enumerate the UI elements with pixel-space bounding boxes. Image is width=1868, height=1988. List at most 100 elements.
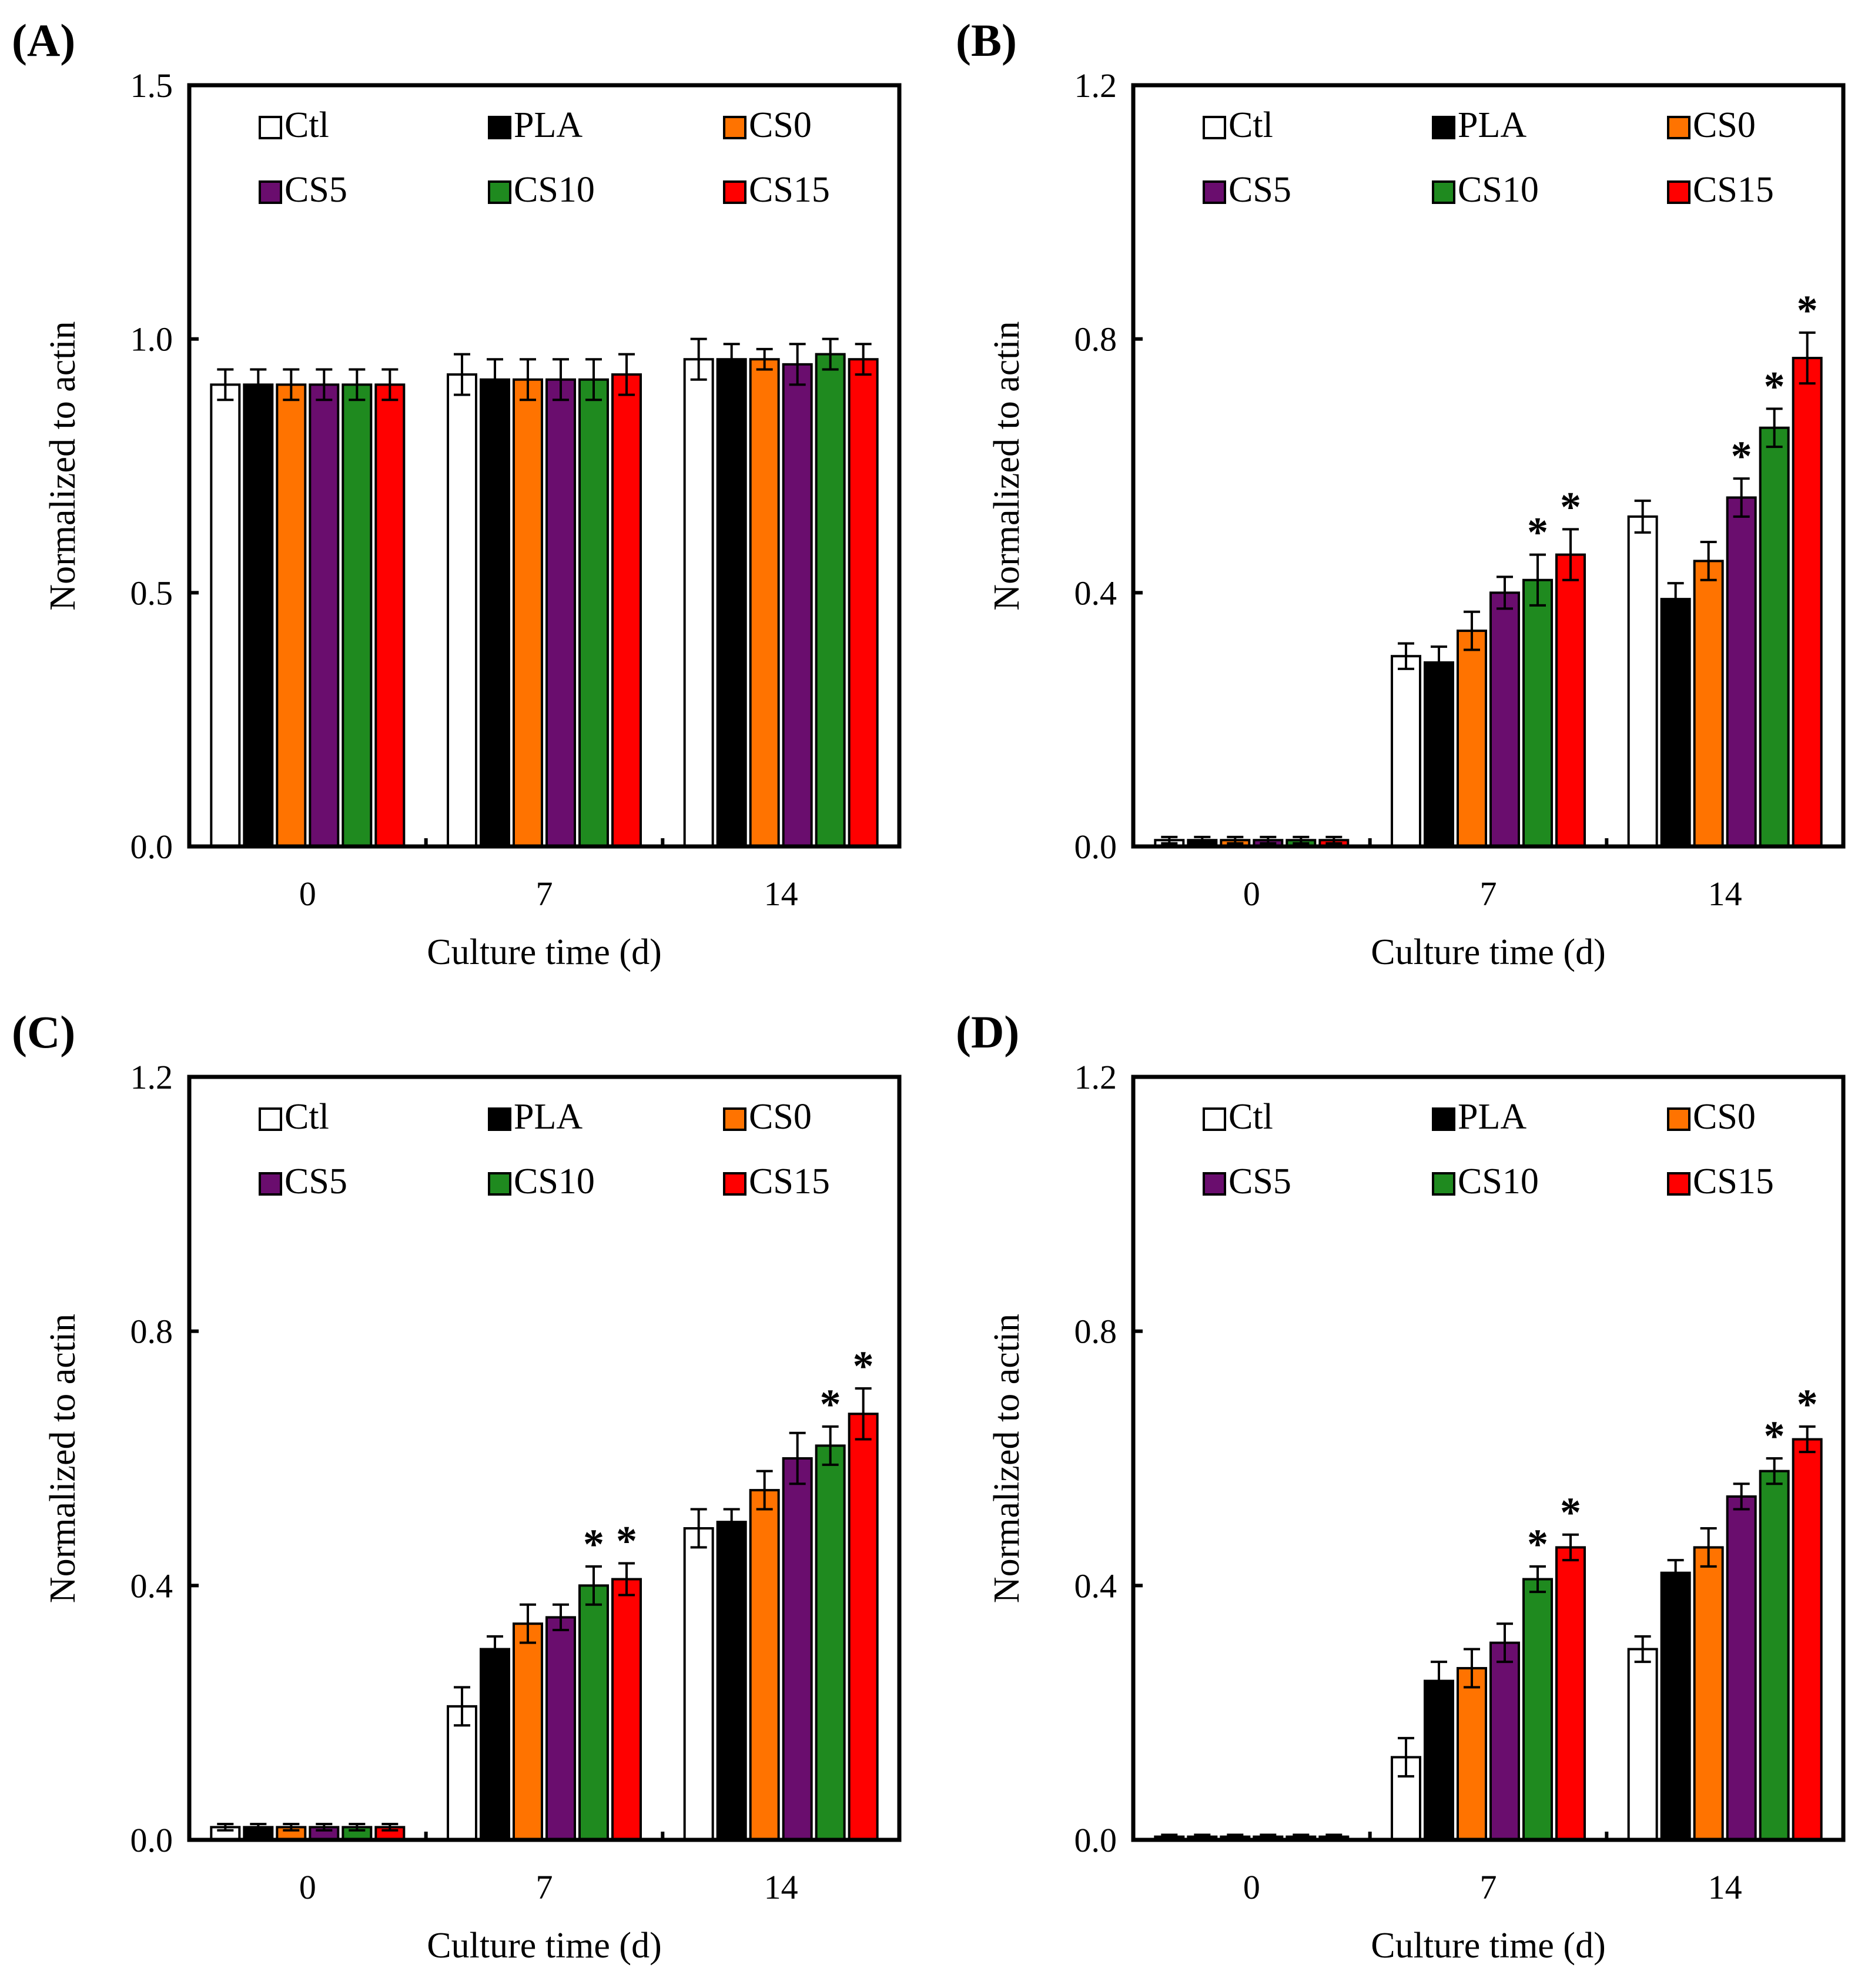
bar-PLA-day-14 <box>1660 598 1691 848</box>
legend-label-CS10: CS10 <box>1458 170 1539 210</box>
x-tick-label: 7 <box>1480 1868 1497 1906</box>
bar-PLA-day-7 <box>480 1648 510 1841</box>
bar-PLA-day-7 <box>1424 661 1454 848</box>
bar-CS15-day-7 <box>1555 553 1586 848</box>
y-tick-label: 0.0 <box>1074 1821 1117 1859</box>
chart-panel-1: (A) 0 7 14 0.0 0.5 1.0 1.5 Culture time (d) Norma… <box>12 15 902 972</box>
bar-CS15-day-14 <box>848 358 879 848</box>
y-tick-label: 1.2 <box>1074 66 1117 105</box>
legend-swatch-Ctl <box>1203 116 1226 139</box>
bar-CS15-day-7 <box>1555 1546 1586 1842</box>
significance-star: * <box>1797 287 1818 334</box>
legend-swatch-CS0 <box>723 1107 746 1131</box>
bar-CS5-day-14 <box>782 363 813 848</box>
bar-CS0-day-0 <box>276 383 307 848</box>
legend-swatch-CS5 <box>259 180 282 204</box>
bar-CS15-day-14 <box>1792 357 1823 848</box>
x-tick-label: 14 <box>1708 875 1742 913</box>
bar-CS0-day-14 <box>1693 560 1724 848</box>
x-tick-label: 0 <box>299 1868 316 1906</box>
bar-CS0-day-7 <box>1457 1666 1487 1841</box>
legend-swatch-CS10 <box>1432 1172 1455 1196</box>
bar-Ctl-day-14 <box>1627 515 1658 848</box>
significance-star: * <box>1527 509 1548 556</box>
legend-label-CS0: CS0 <box>1693 1097 1756 1137</box>
legend-swatch-CS10 <box>1432 180 1455 204</box>
y-tick-label: 0.8 <box>1074 320 1117 359</box>
bar-PLA-day-14 <box>716 358 747 848</box>
bar-CS5-day-7 <box>545 378 576 848</box>
x-tick-label: 7 <box>536 1868 553 1906</box>
legend-label-CS0: CS0 <box>749 1097 812 1137</box>
legend-swatch-PLA <box>1432 116 1455 139</box>
legend-label-Ctl: Ctl <box>284 1097 329 1137</box>
legend-swatch-PLA <box>488 116 511 139</box>
legend-swatch-CS10 <box>488 1172 511 1196</box>
legend-label-CS5: CS5 <box>1228 170 1291 210</box>
bar-CS0-day-7 <box>1457 630 1487 848</box>
significance-star: * <box>1764 363 1785 410</box>
panel-label: (A) <box>12 15 75 66</box>
legend-label-CS0: CS0 <box>1693 105 1756 145</box>
y-tick-label: 0.0 <box>1074 828 1117 866</box>
bar-CS10-day-14 <box>815 353 846 848</box>
x-tick-label: 14 <box>764 1868 798 1906</box>
x-tick-label: 14 <box>1708 1868 1742 1906</box>
bar-CS5-day-14 <box>782 1457 813 1841</box>
bar-PLA-day-14 <box>1660 1571 1691 1841</box>
y-axis-title: Normalized to actin <box>43 1314 83 1603</box>
bar-CS5-day-14 <box>1726 1495 1757 1841</box>
bar-CS15-day-14 <box>848 1413 879 1842</box>
legend-label-CS5: CS5 <box>1228 1162 1291 1201</box>
bar-Ctl-day-14 <box>683 1527 714 1842</box>
bar-Ctl-day-7 <box>447 373 477 848</box>
legend-label-CS5: CS5 <box>284 170 347 210</box>
legend-label-PLA: PLA <box>1458 1097 1526 1137</box>
y-tick-label: 1.2 <box>130 1058 173 1096</box>
y-tick-label: 1.0 <box>130 320 173 359</box>
bar-CS15-day-7 <box>611 1578 642 1841</box>
bar-CS0-day-7 <box>513 1622 543 1842</box>
significance-star: * <box>853 1343 874 1390</box>
bar-PLA-day-7 <box>1424 1679 1454 1841</box>
bar-Ctl-day-7 <box>447 1705 477 1842</box>
plot-frame <box>1131 1075 1846 1842</box>
legend-label-PLA: PLA <box>514 1097 583 1137</box>
plot-frame <box>187 1075 902 1842</box>
significance-star: * <box>616 1517 637 1564</box>
legend-swatch-CS5 <box>259 1172 282 1196</box>
y-tick-label: 0.0 <box>130 1821 173 1859</box>
x-axis-title: Culture time (d) <box>427 1926 661 1966</box>
bar-CS0-day-14 <box>749 1489 780 1841</box>
bar-PLA-day-7 <box>480 378 510 848</box>
legend-label-CS5: CS5 <box>284 1162 347 1201</box>
bar-CS5-day-0 <box>309 383 340 848</box>
legend: Ctl PLA CS0 CS5 CS10 CS15 <box>259 105 830 210</box>
legend-swatch-CS0 <box>1667 116 1690 139</box>
bar-CS0-day-7 <box>513 378 543 848</box>
bar-Ctl-day-14 <box>683 358 714 848</box>
bar-CS10-day-14 <box>1759 1470 1790 1841</box>
bar-Ctl-day-14 <box>1627 1648 1658 1841</box>
bar-PLA-day-0 <box>243 383 274 848</box>
bar-CS10-day-7 <box>578 378 609 848</box>
plot-frame <box>187 83 902 849</box>
bar-PLA-day-14 <box>716 1521 747 1842</box>
significance-star: * <box>583 1521 604 1568</box>
y-tick-label: 1.2 <box>1074 1058 1117 1096</box>
panel-label: (B) <box>956 15 1017 66</box>
bar-CS15-day-14 <box>1792 1438 1823 1842</box>
legend-swatch-Ctl <box>259 1107 282 1131</box>
significance-star: * <box>1527 1521 1548 1568</box>
y-axis-title: Normalized to actin <box>987 1314 1027 1603</box>
legend-swatch-PLA <box>1432 1107 1455 1131</box>
legend-label-Ctl: Ctl <box>284 105 329 145</box>
legend-label-CS15: CS15 <box>1693 1162 1774 1201</box>
x-tick-label: 0 <box>299 875 316 913</box>
bar-CS5-day-7 <box>545 1616 576 1842</box>
bar-CS0-day-14 <box>1693 1546 1724 1842</box>
significance-star: * <box>1560 1489 1581 1536</box>
x-tick-label: 0 <box>1243 1868 1260 1906</box>
legend-label-CS15: CS15 <box>749 170 830 210</box>
legend-swatch-CS15 <box>1667 180 1690 204</box>
